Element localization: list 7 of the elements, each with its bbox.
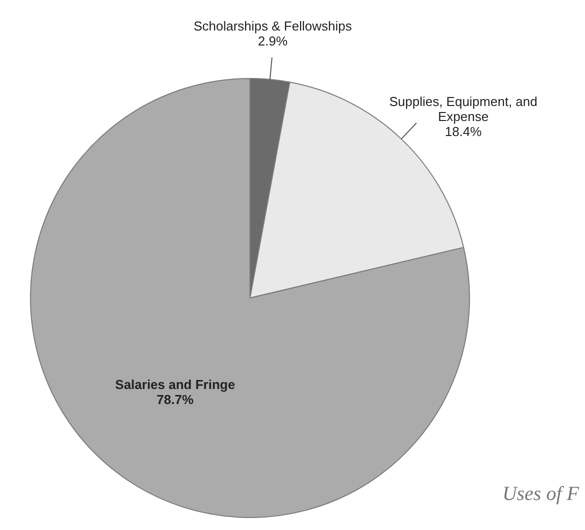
slice-label: Scholarships & Fellowships bbox=[194, 18, 352, 34]
slice-label: Salaries and Fringe bbox=[115, 376, 236, 392]
data-label: 2.9% bbox=[258, 34, 288, 49]
data-label: 78.7% bbox=[156, 392, 194, 407]
slice-label: Supplies, Equipment, and Expense bbox=[389, 94, 538, 124]
data-label: 18.4% bbox=[444, 124, 482, 139]
text: Uses of F bbox=[502, 483, 579, 506]
